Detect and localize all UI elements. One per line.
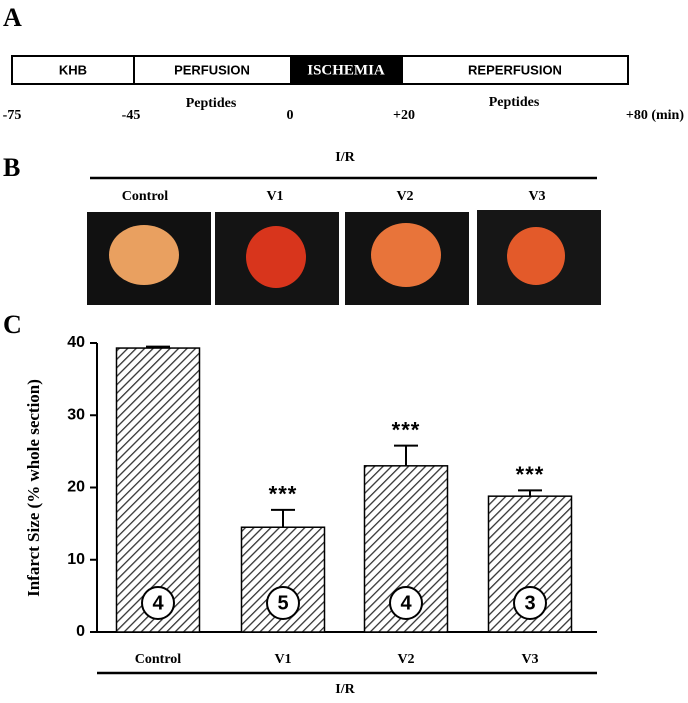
n-circle <box>389 586 423 620</box>
n-label: 4 <box>152 592 164 614</box>
time-label: +20 <box>393 108 415 123</box>
y-tick-label: 0 <box>76 623 85 640</box>
n-circle <box>513 586 547 620</box>
image-label: V3 <box>528 189 545 204</box>
treatment-label: Peptides <box>186 96 237 111</box>
x-tick-label: Control <box>135 652 182 667</box>
time-label: -75 <box>3 108 22 123</box>
image-label: V1 <box>266 189 283 204</box>
y-tick-label: 40 <box>67 334 85 351</box>
time-label: 0 <box>287 108 294 123</box>
x-axis-label: I/R <box>335 682 355 697</box>
segment-label: PERFUSION <box>174 62 250 77</box>
panel-label: C <box>3 310 22 339</box>
significance: *** <box>269 482 298 507</box>
bar <box>115 347 201 633</box>
n-circle <box>266 586 300 620</box>
time-label: +80 (min) <box>626 108 684 123</box>
y-tick-label: 10 <box>67 551 85 568</box>
ischemia-block <box>290 56 403 84</box>
treatment-label: Peptides <box>489 95 540 110</box>
image-label: Control <box>122 189 169 204</box>
n-label: 4 <box>400 592 412 614</box>
panel-label: A <box>3 3 22 32</box>
y-axis-label: Infarct Size (% whole section) <box>24 379 43 597</box>
significance: *** <box>392 417 421 442</box>
x-tick-label: V3 <box>521 652 538 667</box>
n-circle <box>141 586 175 620</box>
group-label: I/R <box>335 150 355 165</box>
x-tick-label: V1 <box>274 652 291 667</box>
y-tick-label: 20 <box>67 479 85 496</box>
heart-images <box>87 210 601 305</box>
panel-label: B <box>3 153 20 182</box>
time-label: -45 <box>122 108 141 123</box>
image-label: V2 <box>396 189 413 204</box>
significance: *** <box>516 462 545 487</box>
segment-label: REPERFUSION <box>468 62 562 77</box>
n-label: 3 <box>524 592 535 614</box>
y-tick-label: 30 <box>67 406 85 423</box>
segment-label: ISCHEMIA <box>307 62 385 78</box>
x-tick-label: V2 <box>397 652 414 667</box>
segment-label: KHB <box>59 62 87 77</box>
n-label: 5 <box>277 592 288 614</box>
